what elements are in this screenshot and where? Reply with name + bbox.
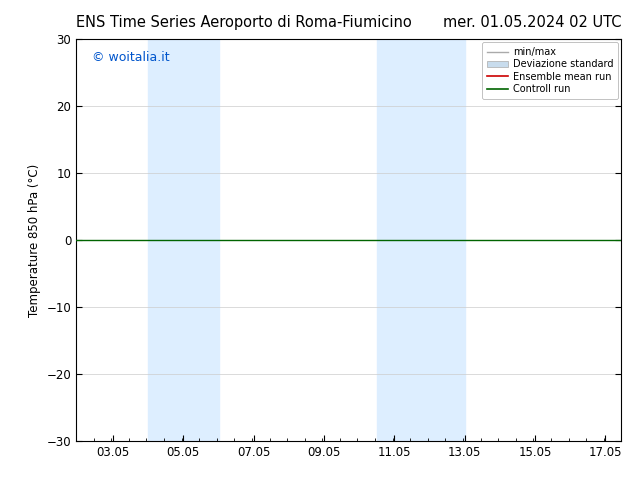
Bar <box>377 39 465 441</box>
Text: © woitalia.it: © woitalia.it <box>93 51 170 64</box>
Text: ENS Time Series Aeroporto di Roma-Fiumicino: ENS Time Series Aeroporto di Roma-Fiumic… <box>76 15 412 30</box>
Y-axis label: Temperature 850 hPa (°C): Temperature 850 hPa (°C) <box>28 164 41 317</box>
Text: mer. 01.05.2024 02 UTC: mer. 01.05.2024 02 UTC <box>443 15 621 30</box>
Bar <box>148 39 219 441</box>
Legend: min/max, Deviazione standard, Ensemble mean run, Controll run: min/max, Deviazione standard, Ensemble m… <box>482 42 618 99</box>
